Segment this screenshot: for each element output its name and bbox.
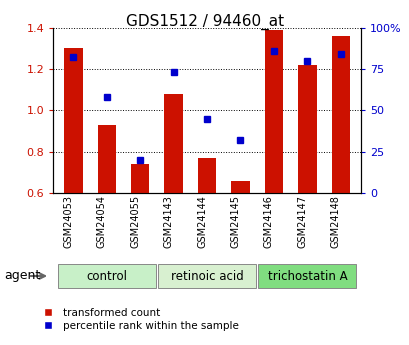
Text: GDS1512 / 94460_at: GDS1512 / 94460_at: [126, 14, 283, 30]
Bar: [131, 164, 149, 193]
Text: agent: agent: [4, 269, 40, 283]
Bar: [231, 181, 249, 193]
Bar: [64, 48, 82, 193]
Text: GSM24147: GSM24147: [297, 195, 307, 248]
Text: trichostatin A: trichostatin A: [267, 269, 346, 283]
Bar: [297, 65, 316, 193]
Text: GSM24146: GSM24146: [263, 195, 273, 248]
Text: GSM24144: GSM24144: [197, 195, 207, 248]
Bar: [198, 158, 216, 193]
Legend: transformed count, percentile rank within the sample: transformed count, percentile rank withi…: [38, 307, 238, 331]
Bar: [97, 125, 116, 193]
Text: GSM24145: GSM24145: [230, 195, 240, 248]
Bar: [264, 30, 282, 193]
Text: control: control: [86, 269, 127, 283]
Bar: [331, 36, 349, 193]
Text: GSM24053: GSM24053: [63, 195, 73, 248]
Bar: [164, 94, 182, 193]
Text: GSM24143: GSM24143: [163, 195, 173, 248]
Text: GSM24055: GSM24055: [130, 195, 140, 248]
Text: GSM24054: GSM24054: [97, 195, 106, 248]
Text: GSM24148: GSM24148: [330, 195, 340, 248]
Text: retinoic acid: retinoic acid: [170, 269, 243, 283]
